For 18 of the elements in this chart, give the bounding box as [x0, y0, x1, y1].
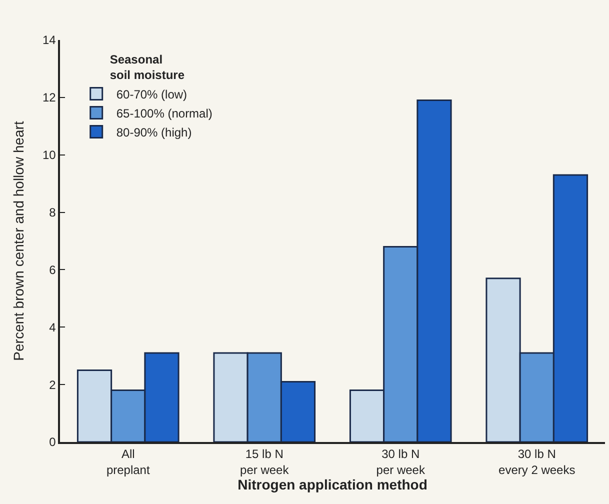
x-axis-title: Nitrogen application method — [238, 476, 428, 493]
y-tick-label: 14 — [42, 33, 56, 48]
x-tick-label: 30 lb N every 2 weeks — [498, 447, 576, 477]
legend-label: 65-100% (normal) — [116, 106, 212, 120]
x-tick-label: All preplant — [106, 447, 150, 477]
x-tick-label: 15 lb N per week — [240, 447, 290, 477]
y-tick-label: 6 — [49, 262, 56, 277]
y-tick-label: 12 — [42, 90, 56, 105]
legend-title: Seasonal soil moisture — [110, 52, 185, 82]
y-tick-label: 10 — [42, 148, 56, 162]
legend-label: 60-70% (low) — [116, 87, 188, 102]
y-tick-label: 8 — [49, 205, 56, 220]
y-tick-label: 2 — [49, 378, 56, 392]
y-axis-title: Percent brown center and hollow heart — [10, 121, 27, 361]
x-tick-label: 30 lb N per week — [376, 447, 426, 477]
y-tick-label: 0 — [49, 435, 56, 450]
legend-label: 80-90% (high) — [116, 125, 192, 140]
y-tick-label: 4 — [49, 320, 56, 334]
